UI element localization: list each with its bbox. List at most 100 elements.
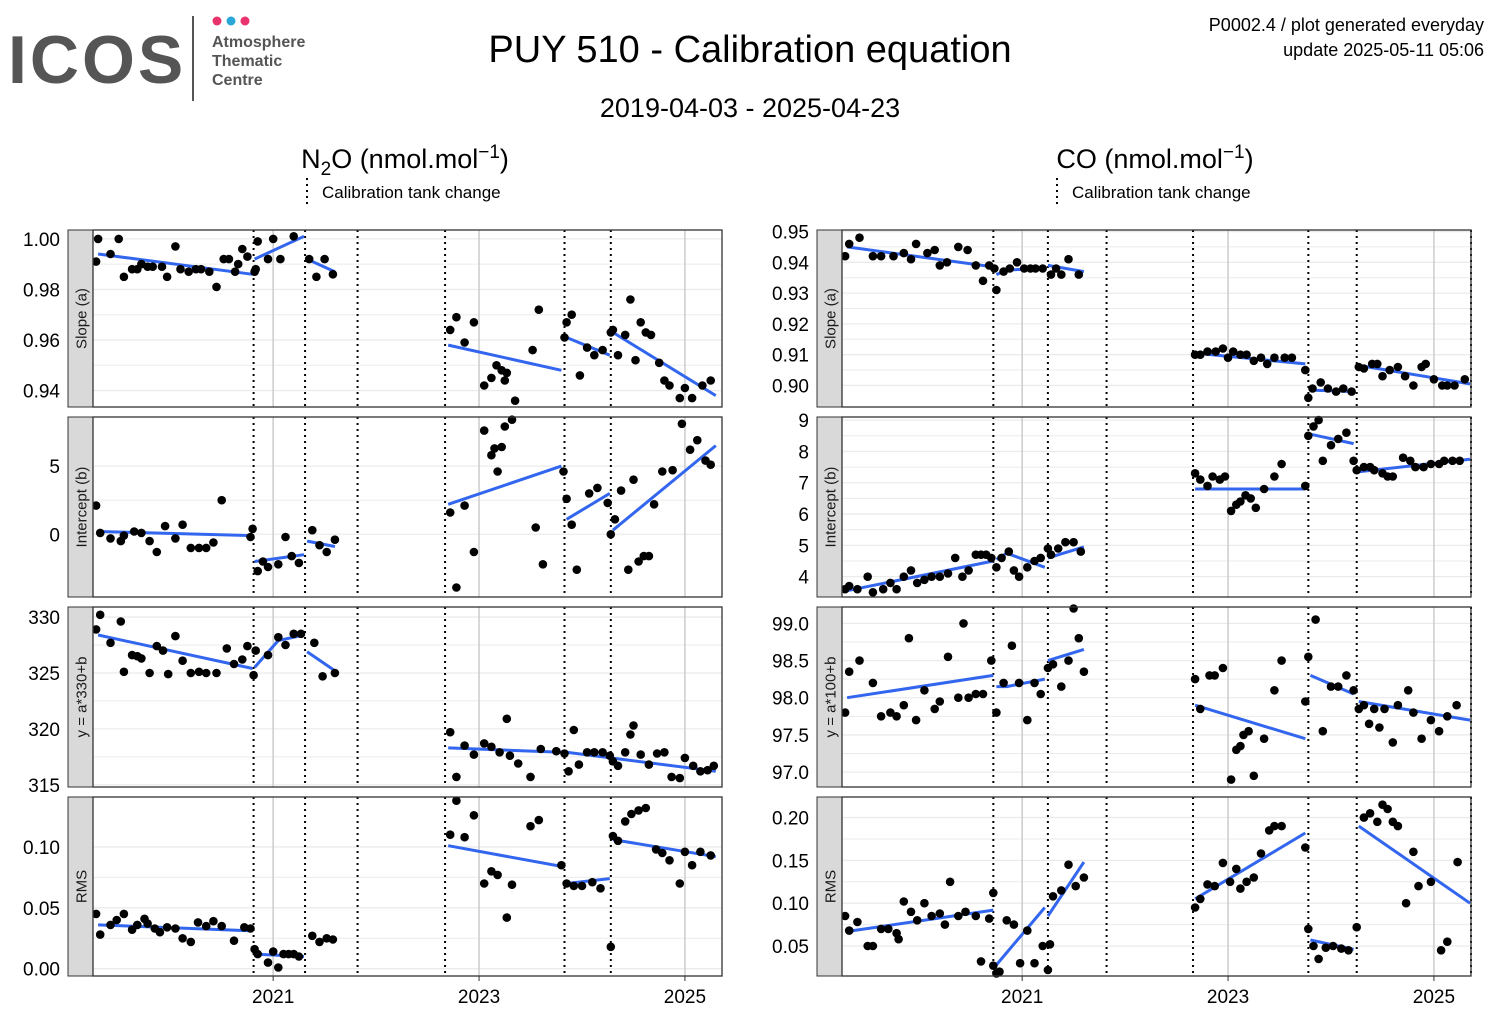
fit-line	[97, 633, 253, 670]
data-point	[1012, 258, 1022, 267]
data-point	[445, 508, 455, 517]
logo-line-2: Thematic	[212, 53, 282, 70]
data-point	[997, 553, 1006, 563]
data-point	[178, 520, 187, 529]
strip-box	[67, 606, 94, 788]
data-point	[626, 295, 635, 304]
data-point	[911, 239, 921, 249]
data-point	[1242, 877, 1251, 887]
data-point	[143, 919, 152, 928]
data-point	[534, 815, 544, 825]
data-point	[1436, 946, 1446, 955]
strip-label: RMS	[823, 870, 840, 903]
data-point	[137, 528, 146, 538]
strip-box	[816, 416, 843, 598]
data-point	[631, 355, 640, 365]
strip-box	[67, 229, 94, 408]
data-point	[493, 870, 502, 880]
data-point	[119, 531, 129, 540]
strip-box	[816, 796, 843, 977]
data-point	[927, 572, 936, 581]
y-tick-label: 0.91	[772, 346, 809, 367]
strip-label: y = a*330+b	[74, 657, 91, 738]
data-point	[930, 704, 939, 714]
data-point	[145, 536, 154, 546]
data-point	[1347, 387, 1356, 396]
data-point	[1228, 347, 1238, 356]
data-point	[119, 909, 129, 919]
data-point	[1064, 254, 1073, 264]
data-point	[184, 267, 193, 277]
y-tick-label: 0.10	[772, 894, 809, 915]
data-point	[469, 547, 479, 557]
data-point	[315, 540, 324, 550]
data-point	[559, 467, 568, 476]
data-point	[954, 693, 963, 702]
data-point	[1256, 849, 1266, 858]
data-point	[1301, 697, 1310, 706]
data-point	[1301, 365, 1310, 375]
data-point	[91, 501, 101, 510]
data-point	[268, 234, 278, 244]
data-point	[178, 656, 187, 665]
column-title: CO (nmol.mol−1)	[1056, 142, 1253, 174]
data-point	[1308, 384, 1317, 393]
data-point	[95, 930, 105, 939]
data-point	[943, 652, 953, 662]
data-point	[445, 727, 455, 737]
data-point	[1309, 941, 1318, 951]
data-point	[479, 879, 489, 888]
data-point	[1321, 943, 1331, 952]
data-point	[940, 920, 950, 929]
x-tick-label: 2025	[1413, 987, 1455, 1008]
data-point	[1403, 686, 1413, 695]
data-point	[312, 272, 321, 282]
data-point	[469, 811, 479, 820]
data-point	[116, 617, 126, 626]
data-point	[1071, 881, 1080, 891]
data-point	[987, 656, 996, 665]
data-point	[634, 806, 643, 815]
data-point	[186, 668, 196, 678]
data-point	[577, 881, 587, 891]
data-point	[680, 383, 690, 393]
data-point	[479, 381, 489, 390]
data-point	[201, 668, 211, 678]
data-point	[1057, 886, 1066, 895]
icos-logo: ICOS Atmosphere Thematic Centre	[8, 16, 305, 101]
data-point	[1259, 484, 1269, 494]
data-point	[1009, 566, 1019, 575]
data-point	[106, 534, 115, 543]
data-point	[1326, 440, 1336, 450]
data-point	[1455, 456, 1464, 466]
data-point	[1364, 719, 1374, 729]
data-point	[1383, 804, 1392, 814]
data-point	[680, 753, 690, 763]
fit-line	[1047, 647, 1085, 663]
data-point	[923, 248, 932, 258]
data-point	[176, 264, 185, 274]
data-point	[1277, 459, 1286, 469]
fit-line	[306, 650, 336, 672]
strip-label: Slope (a)	[74, 288, 91, 349]
data-point	[209, 916, 218, 926]
data-point	[490, 444, 499, 453]
data-point	[613, 836, 623, 846]
data-point	[971, 261, 981, 270]
data-point	[1005, 264, 1015, 273]
data-point	[310, 638, 319, 648]
data-point	[562, 879, 571, 888]
x-tick-label: 2021	[1001, 987, 1043, 1008]
data-point	[322, 547, 332, 557]
data-point	[276, 254, 285, 264]
data-point	[1023, 926, 1032, 935]
panel-2: 4 5 6 7 8 9 Intercept (b)	[798, 411, 1472, 598]
data-point	[328, 935, 338, 944]
data-point	[1061, 537, 1070, 547]
data-point	[1046, 270, 1056, 279]
data-point	[1316, 378, 1325, 387]
data-point	[1002, 916, 1011, 925]
data-point	[620, 817, 630, 826]
data-point	[935, 261, 945, 270]
